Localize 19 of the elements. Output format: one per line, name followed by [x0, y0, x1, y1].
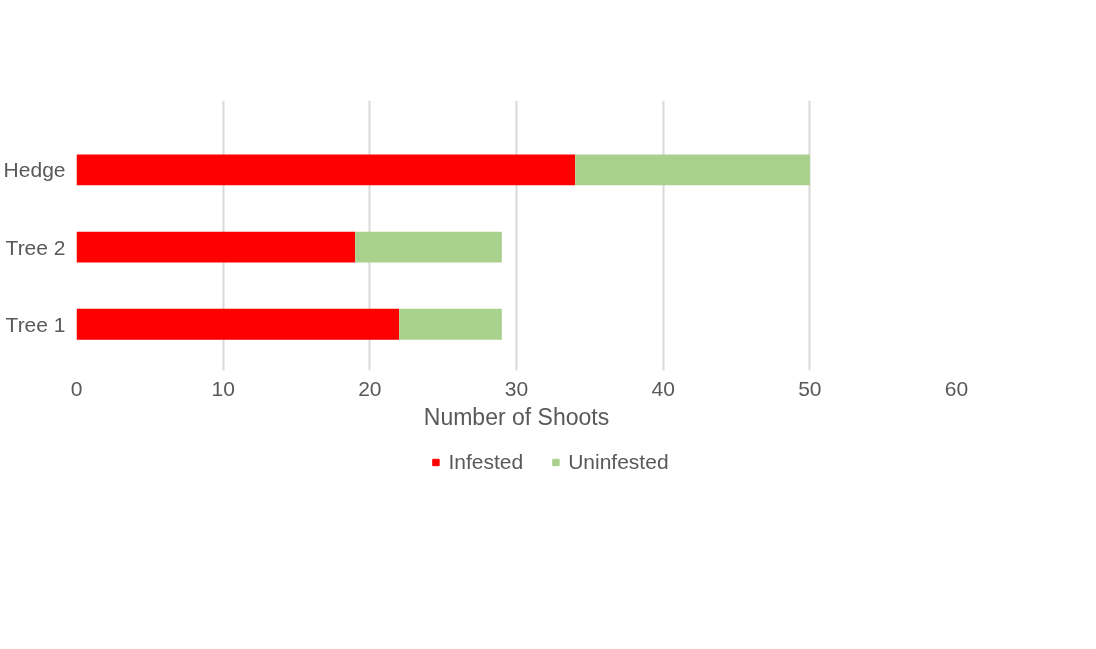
y-tick-label: Tree 1	[5, 312, 66, 336]
bar	[575, 154, 810, 186]
legend-label: Infested	[448, 450, 524, 474]
legend-label: Uninfested	[568, 450, 669, 474]
x-tick-label: 10	[211, 376, 235, 400]
x-tick-label: 30	[504, 376, 529, 400]
bar	[76, 231, 356, 263]
x-tick-label: 60	[944, 376, 969, 400]
bar	[76, 154, 576, 186]
x-axis-title: Number of Shoots	[423, 403, 610, 430]
x-tick-label: 40	[651, 376, 675, 400]
y-tick-label: Hedge	[3, 158, 66, 182]
x-tick-label: 20	[358, 376, 382, 400]
y-tick-label: Tree 2	[5, 235, 66, 259]
bar	[355, 231, 502, 263]
bar	[76, 308, 400, 340]
bar	[399, 308, 502, 340]
x-tick-label: 50	[798, 376, 822, 400]
x-tick-label: 0	[70, 376, 83, 400]
